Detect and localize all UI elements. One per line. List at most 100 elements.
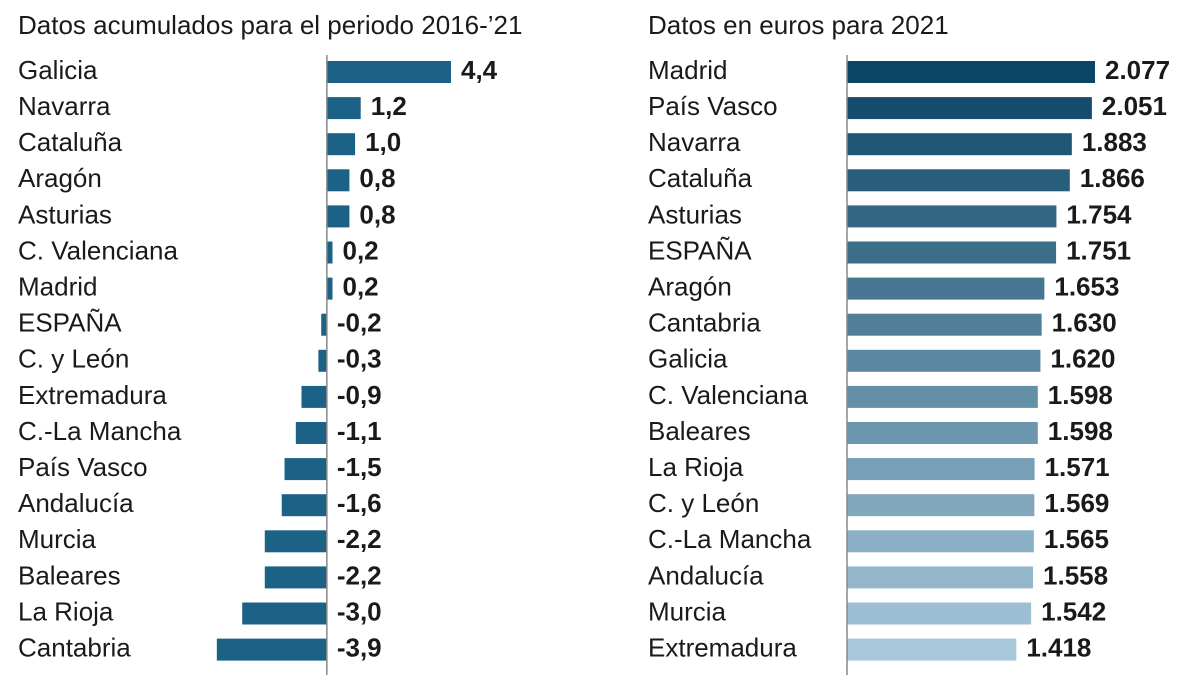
category-label: Murcia xyxy=(18,524,97,554)
value-label: -1,5 xyxy=(337,452,382,482)
bar xyxy=(326,241,333,264)
category-label: Cataluña xyxy=(648,163,753,193)
bar xyxy=(216,638,327,661)
value-label: 1.418 xyxy=(1026,632,1091,662)
value-label: -0,2 xyxy=(337,308,382,338)
bar xyxy=(321,313,327,336)
value-label: -3,9 xyxy=(337,632,382,662)
bar xyxy=(847,169,1070,192)
value-label: 1.620 xyxy=(1050,344,1115,374)
value-label: 1.558 xyxy=(1043,560,1108,590)
category-label: Galicia xyxy=(18,55,98,85)
value-label: 1.754 xyxy=(1066,199,1132,229)
value-label: 0,2 xyxy=(343,271,379,301)
bar xyxy=(326,205,350,228)
bar xyxy=(242,602,327,625)
bar xyxy=(847,566,1034,589)
value-label: 1.598 xyxy=(1048,380,1113,410)
bar xyxy=(326,277,333,300)
bar xyxy=(847,349,1041,372)
category-label: Cantabria xyxy=(648,308,761,338)
category-label: ESPAÑA xyxy=(18,308,122,338)
category-label: C. Valenciana xyxy=(18,235,178,265)
bar xyxy=(264,530,327,553)
bar xyxy=(847,205,1057,228)
category-label: La Rioja xyxy=(648,452,744,482)
category-label: Andalucía xyxy=(648,560,764,590)
bar xyxy=(847,530,1034,553)
category-label: Extremadura xyxy=(648,632,797,662)
value-label: 1.565 xyxy=(1044,524,1109,554)
category-label: País Vasco xyxy=(18,452,148,482)
bar xyxy=(847,97,1092,120)
category-label: Aragón xyxy=(18,163,102,193)
value-label: -1,6 xyxy=(337,488,382,518)
bar xyxy=(847,494,1035,517)
value-label: 0,2 xyxy=(343,235,379,265)
bar xyxy=(301,385,327,408)
value-label: 1,0 xyxy=(365,127,401,157)
category-label: Madrid xyxy=(648,55,727,85)
value-label: 1.883 xyxy=(1082,127,1147,157)
bar xyxy=(847,277,1045,300)
category-label: Andalucía xyxy=(18,488,134,518)
category-label: Asturias xyxy=(18,199,112,229)
value-label: 1.542 xyxy=(1041,596,1106,626)
category-label: Asturias xyxy=(648,199,742,229)
category-label: C. Valenciana xyxy=(648,380,808,410)
category-label: Murcia xyxy=(648,596,727,626)
category-label: C. y León xyxy=(648,488,759,518)
value-label: -0,3 xyxy=(337,344,382,374)
value-label: 0,8 xyxy=(359,163,395,193)
category-label: Aragón xyxy=(648,271,732,301)
value-label: 1.630 xyxy=(1052,308,1117,338)
bar xyxy=(318,349,327,372)
category-label: Cataluña xyxy=(18,127,123,157)
bar xyxy=(847,385,1038,408)
value-label: 0,8 xyxy=(359,199,395,229)
category-label: C. y León xyxy=(18,344,129,374)
bar xyxy=(847,638,1017,661)
value-label: 1.569 xyxy=(1044,488,1109,518)
category-label: Baleares xyxy=(18,560,121,590)
bar xyxy=(847,422,1038,444)
bar xyxy=(847,241,1057,264)
bar xyxy=(326,97,361,120)
category-label: La Rioja xyxy=(18,596,114,626)
value-label: 4,4 xyxy=(461,55,498,85)
value-label: 1.598 xyxy=(1048,416,1113,446)
category-label: ESPAÑA xyxy=(648,235,752,265)
bar xyxy=(847,313,1042,336)
category-label: Galicia xyxy=(648,344,728,374)
value-label: 2.077 xyxy=(1105,55,1170,85)
value-label: -1,1 xyxy=(337,416,382,446)
bar xyxy=(847,133,1072,156)
bar xyxy=(847,458,1035,481)
category-label: País Vasco xyxy=(648,91,778,121)
value-label: -2,2 xyxy=(337,524,382,554)
value-label: -2,2 xyxy=(337,560,382,590)
category-label: Extremadura xyxy=(18,380,167,410)
value-label: 1,2 xyxy=(371,91,407,121)
bar xyxy=(326,169,350,192)
value-label: 2.051 xyxy=(1102,91,1167,121)
value-label: -0,9 xyxy=(337,380,382,410)
bar xyxy=(326,61,451,83)
bar xyxy=(284,458,327,481)
bar xyxy=(847,602,1032,625)
bar xyxy=(847,61,1095,83)
category-label: Madrid xyxy=(18,271,97,301)
bar xyxy=(281,494,327,517)
value-label: -3,0 xyxy=(337,596,382,626)
category-label: Cantabria xyxy=(18,632,131,662)
value-label: 1.751 xyxy=(1066,235,1131,265)
value-label: 1.653 xyxy=(1054,271,1119,301)
category-label: C.-La Mancha xyxy=(18,416,182,446)
bar xyxy=(326,133,356,156)
bar xyxy=(264,566,327,589)
subtitle: Datos en euros para 2021 xyxy=(648,10,949,40)
bar xyxy=(295,422,327,444)
category-label: C.-La Mancha xyxy=(648,524,812,554)
value-label: 1.571 xyxy=(1045,452,1110,482)
